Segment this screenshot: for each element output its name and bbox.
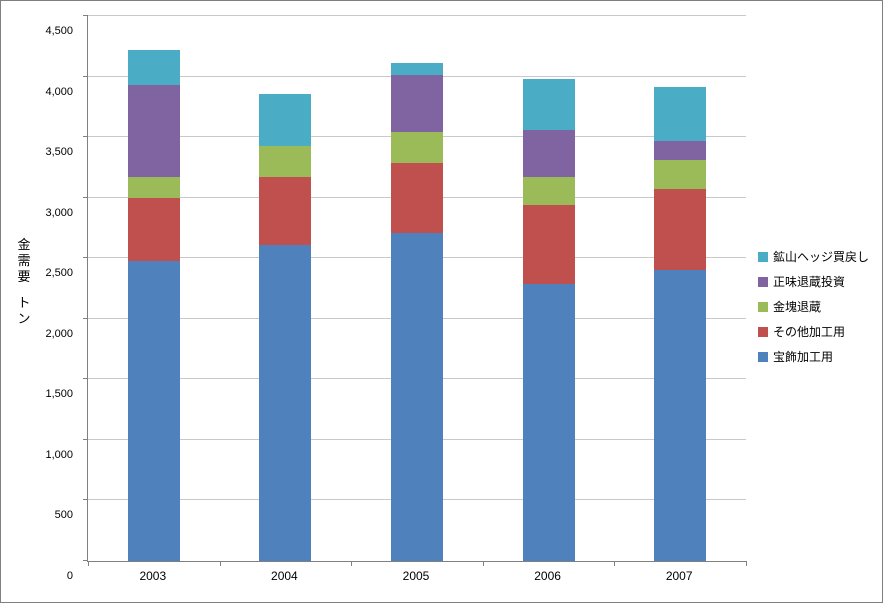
- y-axis-title: 金需要 トン: [16, 237, 32, 327]
- bar-segment: [654, 160, 707, 190]
- bar-segment: [259, 177, 312, 245]
- legend-swatch: [758, 326, 768, 337]
- x-tick-mark: [351, 561, 353, 566]
- y-axis: 0 500 1,000 1,500 2,000 2,500 3,000 3,500 4,000 4…: [1, 16, 81, 582]
- legend-swatch: [758, 301, 768, 312]
- bar-segment: [127, 177, 180, 198]
- x-tick-label: 2004: [271, 569, 298, 583]
- legend-item: 金塊退蔵: [758, 294, 869, 319]
- bar-segment: [391, 75, 443, 133]
- legend-swatch: [758, 351, 768, 362]
- bar-segment: [259, 244, 312, 561]
- bar-segment: [391, 232, 443, 561]
- x-tick-mark: [482, 561, 484, 566]
- y-tick-label: 1,500: [45, 388, 73, 401]
- y-tick-label: 4,500: [45, 25, 73, 37]
- y-tick-label: 0: [66, 570, 73, 582]
- x-tick-mark: [614, 561, 616, 566]
- x-axis: 2003 2004 2005 2006 2007: [87, 569, 745, 589]
- gridline: [88, 15, 746, 16]
- x-tick-mark: [746, 561, 747, 566]
- y-tick-mark: [83, 317, 88, 319]
- y-tick-mark: [83, 257, 88, 259]
- x-tick-label: 2005: [402, 569, 430, 583]
- bar-segment: [654, 140, 707, 161]
- bar-segment: [391, 132, 443, 163]
- y-tick-mark: [83, 136, 88, 138]
- bar-segment: [522, 204, 575, 284]
- y-tick-label: 2,000: [45, 327, 73, 340]
- y-tick-mark: [83, 438, 88, 440]
- legend-label: 金塊退蔵: [773, 300, 822, 314]
- plot-area: [83, 15, 747, 566]
- bar-segment: [654, 87, 707, 141]
- legend-item: 正味退蔵投資: [758, 269, 869, 294]
- bar-segment: [522, 177, 575, 205]
- y-tick-label: 2,500: [45, 267, 73, 280]
- y-tick-label: 500: [54, 509, 73, 522]
- bar-stack-2007: [654, 87, 707, 561]
- y-tick-mark: [83, 75, 88, 77]
- x-tick-label: 2006: [534, 569, 561, 583]
- bar-segment: [127, 260, 180, 561]
- bar-segment: [391, 162, 443, 233]
- y-axis-title-text: 金需要: [17, 237, 31, 284]
- bar-segment: [522, 129, 575, 178]
- bar-segment: [259, 145, 312, 178]
- bar-segment: [127, 49, 180, 86]
- y-tick-label: 3,000: [45, 206, 73, 219]
- y-axis-unit-text: トン: [17, 295, 31, 326]
- legend-item: 宝飾加工用: [758, 344, 869, 369]
- y-tick-mark: [83, 196, 88, 198]
- bar-segment: [522, 79, 575, 130]
- y-tick-mark: [83, 378, 88, 380]
- y-tick-mark: [83, 499, 88, 501]
- legend-label: 宝飾加工用: [773, 350, 834, 364]
- bar-segment: [654, 189, 707, 271]
- legend-label: 鉱山ヘッジ買戻し: [773, 250, 870, 264]
- x-tick-label: 2007: [665, 569, 693, 583]
- bar-segment: [391, 63, 443, 76]
- y-tick-label: 4,000: [45, 85, 73, 98]
- legend-item: その他加工用: [758, 319, 869, 344]
- y-tick-label: 1,000: [45, 448, 73, 461]
- legend-swatch: [758, 251, 768, 262]
- x-tick-mark: [219, 561, 221, 566]
- legend-label: その他加工用: [773, 325, 846, 339]
- legend-swatch: [758, 276, 768, 287]
- x-tick-label: 2003: [139, 569, 167, 583]
- bar-stack-2003: [127, 49, 180, 561]
- bar-segment: [522, 283, 575, 561]
- legend: 鉱山ヘッジ買戻し 正味退蔵投資 金塊退蔵その他加工用 宝飾加工用: [758, 244, 869, 369]
- bar-stack-2006: [522, 79, 575, 561]
- y-tick-label: 3,500: [45, 146, 73, 159]
- y-tick-mark: [83, 15, 88, 16]
- bar-segment: [127, 197, 180, 261]
- legend-item: 鉱山ヘッジ買戻し: [758, 244, 869, 269]
- legend-label: 正味退蔵投資: [773, 275, 846, 289]
- bar-stack-2004: [259, 93, 312, 561]
- bar-segment: [259, 93, 312, 146]
- bar-segment: [654, 270, 707, 561]
- bar-segment: [127, 85, 180, 178]
- bar-stack-2005: [391, 63, 443, 561]
- x-tick-mark: [88, 561, 89, 566]
- y-tick-mark: [83, 560, 88, 561]
